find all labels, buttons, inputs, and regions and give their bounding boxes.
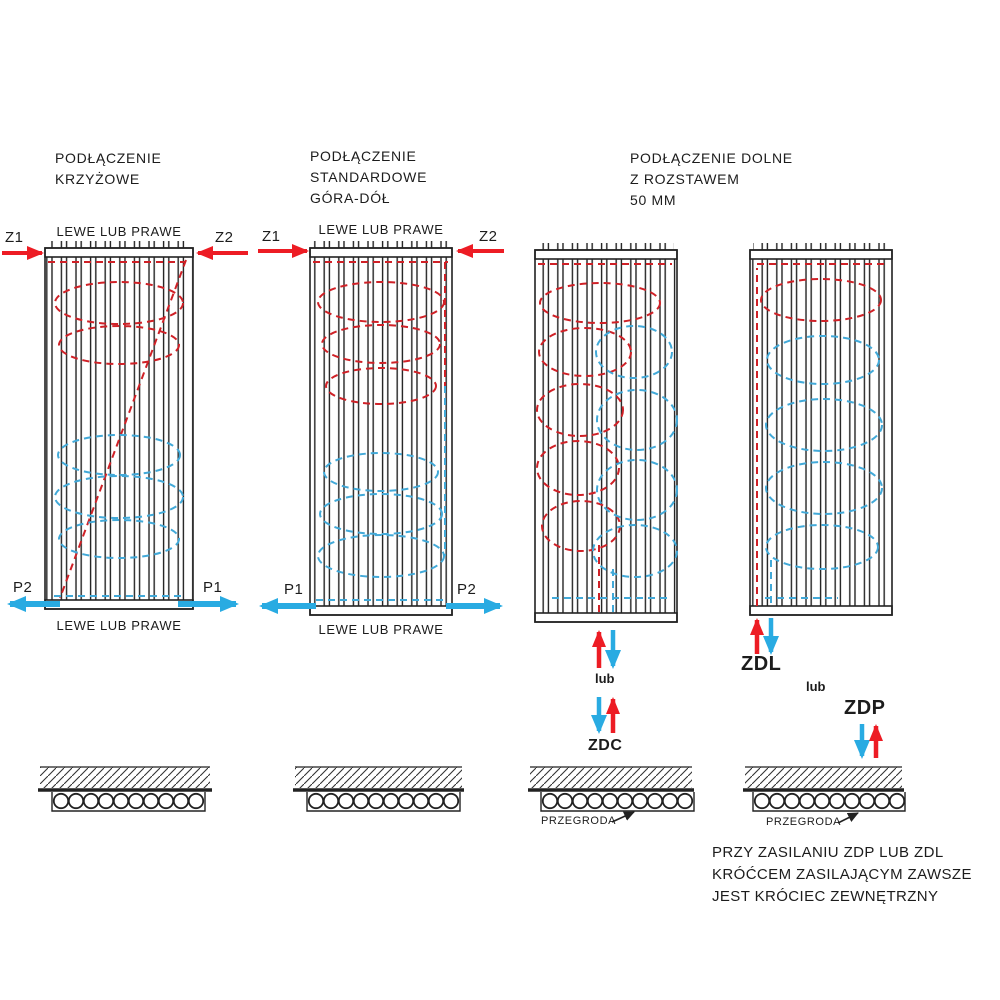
footnote-line: KRÓĆCEM ZASILAJĄCYM ZAWSZE <box>712 866 972 883</box>
zdp-label: ZDP <box>844 697 886 719</box>
port-label-p2: P2 <box>457 581 477 598</box>
diagram1-title: PODŁĄCZENIE KRZYŻOWE <box>55 148 162 190</box>
port-label-p1: P1 <box>203 579 223 596</box>
port-label-z1: Z1 <box>262 228 281 245</box>
radiator-2-body <box>309 241 453 616</box>
port-label-p2: P2 <box>13 579 33 596</box>
radiator-3-bottom-arrows <box>591 630 621 734</box>
title-line: STANDARDOWE <box>310 169 428 185</box>
radiator-3-flow-lines <box>536 263 678 612</box>
footnote: PRZY ZASILANIU ZDP LUB ZDL KRÓĆCEM ZASIL… <box>712 842 972 908</box>
pipe-circles <box>52 792 205 810</box>
cross-section-2 <box>293 766 464 812</box>
port-label-z1: Z1 <box>5 229 24 246</box>
title-line: 50 MM <box>630 192 677 208</box>
diagram3-title: PODŁĄCZENIE DOLNE Z ROZSTAWEM 50 MM <box>630 148 793 211</box>
title-line: PODŁĄCZENIE <box>55 150 162 166</box>
radiator-1-body <box>44 241 194 610</box>
port-label-z2: Z2 <box>479 228 498 245</box>
radiator-1-top-label: LEWE LUB PRAWE <box>56 224 182 239</box>
radiator-2-port-arrows <box>258 244 504 614</box>
port-label-p1: P1 <box>284 581 304 598</box>
or-label: lub <box>595 671 615 686</box>
pipe-circles <box>307 792 460 810</box>
przegroda-pointer-arrow <box>837 812 859 824</box>
radiator-4-flow-lines <box>756 263 885 606</box>
title-line: Z ROZSTAWEM <box>630 171 740 187</box>
radiator-4-bottom-arrows <box>750 618 883 759</box>
pipe-circles <box>541 792 694 810</box>
title-line: GÓRA-DÓŁ <box>310 190 391 206</box>
pipe-circles <box>753 792 906 810</box>
or-label: lub <box>806 679 826 694</box>
radiator-2-bottom-label: LEWE LUB PRAWE <box>318 622 444 637</box>
przegroda-label: PRZEGRODA <box>541 815 617 827</box>
przegroda-label: PRZEGRODA <box>766 816 842 828</box>
zdc-label: ZDC <box>588 737 623 754</box>
zdl-label: ZDL <box>741 653 782 675</box>
przegroda-pointer-arrow <box>611 811 635 823</box>
radiator-2-top-label: LEWE LUB PRAWE <box>318 222 444 237</box>
diagram2-title: PODŁĄCZENIE STANDARDOWE GÓRA-DÓŁ <box>310 146 427 209</box>
radiator-4-body <box>749 243 893 616</box>
radiator-1-port-arrows <box>2 246 248 612</box>
footnote-line: PRZY ZASILANIU ZDP LUB ZDL <box>712 844 944 861</box>
port-label-z2: Z2 <box>215 229 234 246</box>
radiator-3-body <box>534 243 678 623</box>
cross-section-4 <box>743 766 906 824</box>
title-line: PODŁĄCZENIE <box>310 148 417 164</box>
radiator-1-flow-lines <box>48 259 187 599</box>
radiator-2-flow-lines <box>313 261 448 601</box>
cross-section-1 <box>38 766 212 812</box>
footnote-line: JEST KRÓCIEC ZEWNĘTRZNY <box>712 888 939 905</box>
title-line: KRZYŻOWE <box>55 171 140 187</box>
cross-section-3 <box>528 766 695 823</box>
radiator-1-bottom-label: LEWE LUB PRAWE <box>56 618 182 633</box>
title-line: PODŁĄCZENIE DOLNE <box>630 150 793 166</box>
